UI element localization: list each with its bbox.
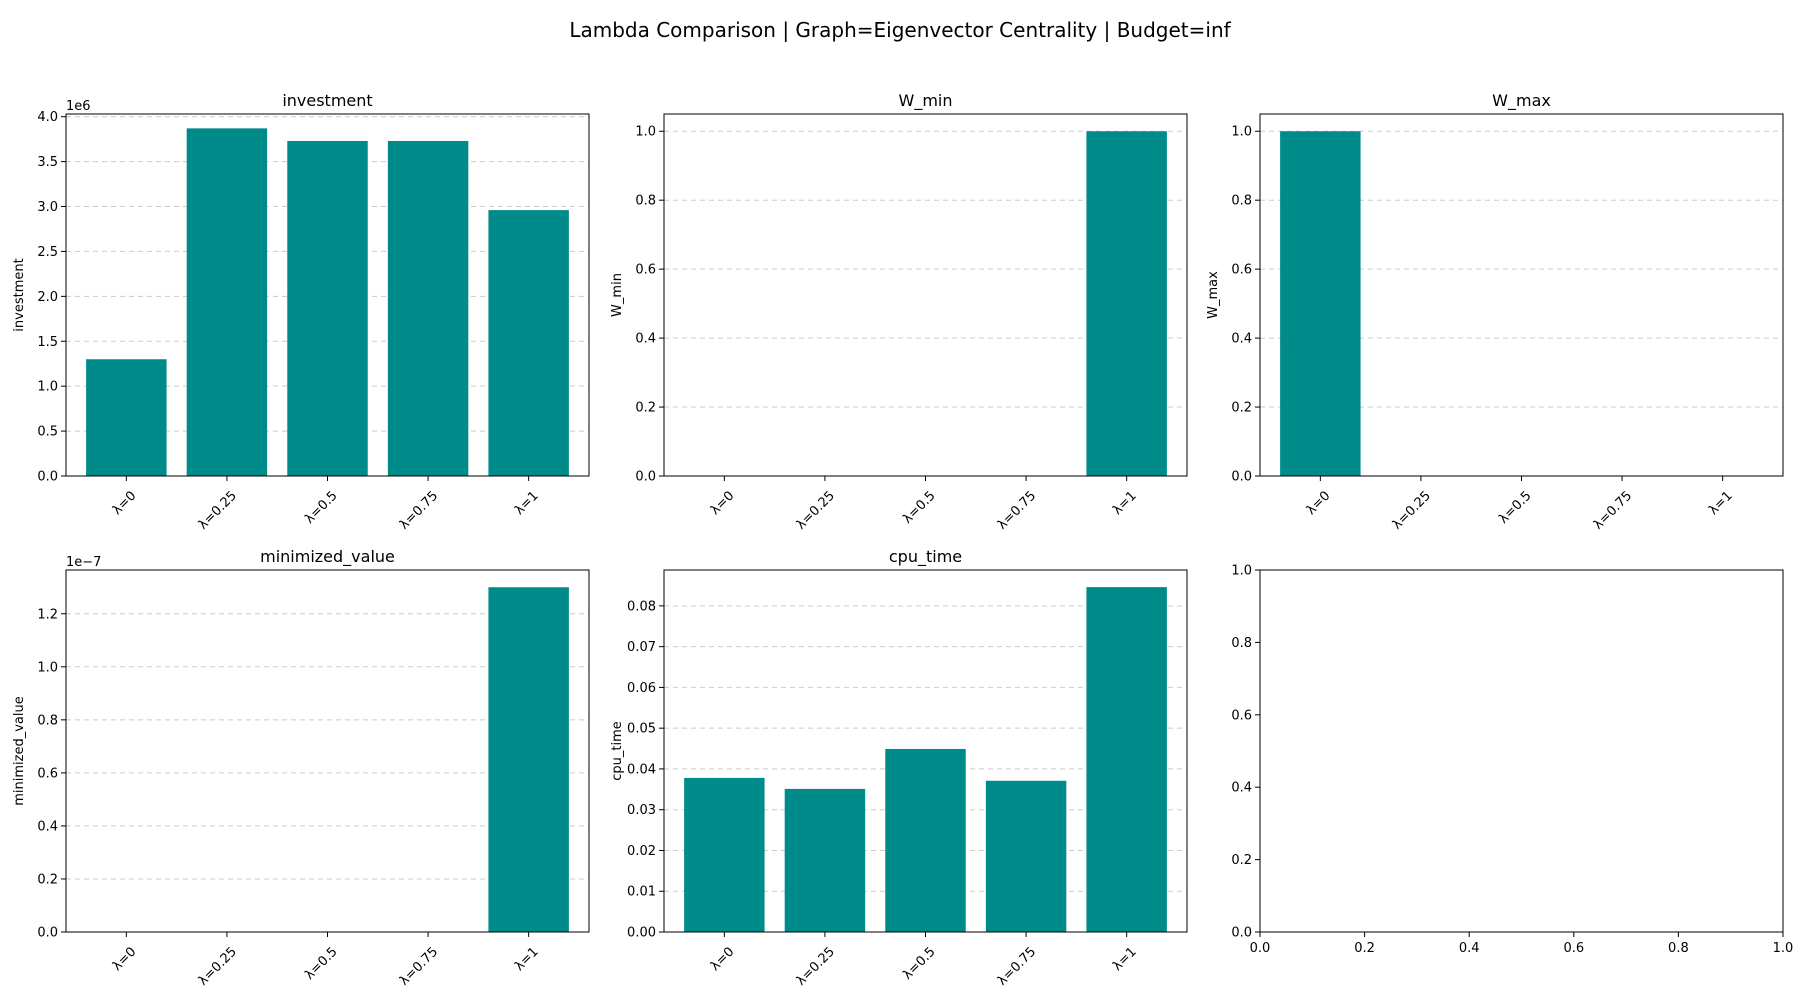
subplot-title: W_min [899,91,953,111]
bar-λ=0.25 [186,128,268,477]
y-tick-label: 0.08 [627,599,656,614]
y-tick-label: 0.01 [627,885,656,900]
y-tick-label: 0.6 [1231,708,1252,723]
axes-frame [663,113,1188,477]
bar-λ=0.5 [885,748,966,932]
bar-λ=0.75 [387,140,469,477]
y-tick-label: 1.0 [37,380,58,395]
y-tick-label: 3.5 [37,155,58,170]
bar-λ=0 [86,359,167,476]
y-tick-label: 1.5 [37,335,58,350]
y-tick-label: 0.0 [1231,926,1252,941]
y-tick-label: 1.0 [37,660,58,675]
y-tick-label: 2.0 [37,290,58,305]
y-tick-label: 0.6 [37,766,58,781]
subplot-investment: λ=0 λ=0.25 λ=0.5 λ=0.75 λ=10.00.51.01.52.02.… [12,91,590,533]
y-tick-label: 0.4 [635,332,656,347]
x-tick-label: 0.4 [1459,941,1480,956]
y-tick-label: 1.0 [1231,564,1252,579]
y-tick-label: 0.2 [37,872,58,887]
bar-λ=0.25 [784,788,866,932]
y-tick-label: 0.4 [37,819,58,834]
y-tick-label: 0.05 [627,722,656,737]
y-offset-label: 1e−7 [66,555,101,570]
y-tick-label: 1.0 [1231,125,1252,140]
y-tick-label: 0.0 [37,470,58,485]
y-axis-label: minimized_value [12,696,27,805]
y-tick-label: 0.8 [1231,194,1252,209]
y-tick-label: 0.07 [627,640,656,655]
y-tick-label: 0.8 [1231,636,1252,651]
y-tick-label: 0.06 [627,681,656,696]
y-tick-label: 0.8 [37,713,58,728]
x-tick-label: 0.2 [1354,941,1375,956]
y-tick-label: 0.03 [627,803,656,818]
axes-frame [663,569,1188,933]
y-offset-label: 1e6 [66,99,91,114]
y-tick-label: 0.0 [635,470,656,485]
y-tick-label: 0.02 [627,844,656,859]
y-tick-label: 0.0 [37,926,58,941]
bar-λ=1 [488,587,569,932]
bar-λ=0.75 [985,780,1067,932]
subplot-title: minimized_value [260,547,395,567]
axes-frame [65,569,590,933]
y-tick-label: 3.0 [37,200,58,215]
x-tick-label: 0.0 [1250,941,1271,956]
bar-λ=0 [1280,131,1361,476]
y-tick-label: 0.2 [1231,853,1252,868]
y-axis-label: W_max [1206,271,1221,319]
axes-frame [1259,569,1784,933]
y-tick-label: 1.2 [37,607,58,622]
y-tick-label: 0.4 [1231,781,1252,796]
bar-λ=1 [488,210,569,477]
x-tick-label: 0.8 [1668,941,1689,956]
axes-frame [65,113,590,477]
bar-λ=0 [684,777,765,932]
y-axis-label: W_min [610,273,625,317]
y-tick-label: 2.5 [37,245,58,260]
y-tick-label: 0.0 [1231,470,1252,485]
y-tick-label: 0.6 [1231,263,1252,278]
subplot-title: W_max [1492,91,1551,111]
subplot-title: cpu_time [889,547,962,567]
y-tick-label: 0.2 [1231,401,1252,416]
figure-title: Lambda Comparison | Graph=Eigenvector Ce… [569,18,1231,42]
bar-λ=1 [1086,131,1167,476]
bar-λ=1 [1086,587,1167,932]
y-tick-label: 0.5 [37,425,58,440]
subplot-title: investment [282,91,372,110]
y-tick-label: 0.2 [635,401,656,416]
axes-frame [1259,113,1784,477]
x-tick-label: 1.0 [1773,941,1794,956]
y-axis-label: cpu_time [610,721,625,781]
y-tick-label: 4.0 [37,110,58,125]
y-tick-label: 1.0 [635,125,656,140]
y-tick-label: 0.4 [1231,332,1252,347]
bar-λ=0.5 [287,140,368,477]
subplots: λ=0 λ=0.25 λ=0.5 λ=0.75 λ=10.00.51.01.52.02.… [12,91,1793,989]
y-tick-label: 0.04 [627,762,656,777]
y-axis-label: investment [12,258,27,331]
x-tick-label: 0.6 [1563,941,1584,956]
y-tick-label: 0.6 [635,263,656,278]
y-tick-label: 0.00 [627,926,656,941]
subplot-empty: 0.0 0.2 0.4 0.6 0.8 1.0 0.0 0.2 0.4 0.6 0.8 1.0 [1231,564,1793,957]
y-tick-label: 0.8 [635,194,656,209]
